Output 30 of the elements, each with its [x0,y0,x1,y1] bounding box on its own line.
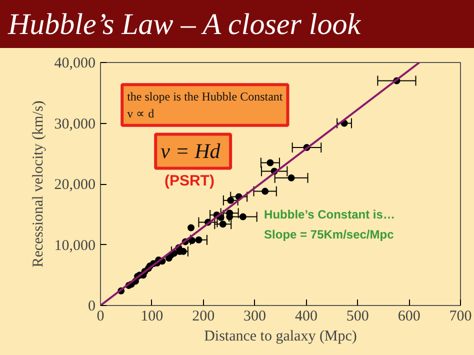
point [266,159,274,166]
point [188,237,196,244]
x-tick-label: 500 [346,308,369,324]
x-axis-title: Distance to galaxy (Mpc) [204,328,357,344]
y-axis-title: Recessional velocity (km/s) [30,100,46,268]
x-tick-label: 700 [449,308,472,324]
point [165,254,172,262]
point [239,213,246,220]
point [219,220,226,228]
annotation: (PSRT) [164,172,214,190]
point [262,188,269,195]
point [227,196,234,204]
y-tick-label: 30,000 [54,116,96,132]
y-tick-label: 0 [88,298,96,314]
point [288,174,295,182]
y-tick-label: 40,000 [54,56,96,72]
x-tick-label: 300 [244,308,266,324]
x-tick-label: 400 [294,308,318,324]
annotation: v = Hd [160,139,221,164]
chart-title: Hubble’s Law – A closer look [8,7,361,43]
y-tick-label: 10,000 [54,238,96,254]
annotation: Slope = 75Km/sec/Mpc [264,227,394,242]
point [195,236,202,244]
annotation: the slope is the Hubble Constant v ∝ d [127,90,284,120]
x-tick-label: 100 [140,308,164,324]
point [188,224,195,232]
x-tick-label: 200 [192,308,215,324]
annotation: Hubble’s Constant is… [264,207,395,222]
y-tick-label: 20,000 [54,177,96,193]
x-tick-label: 600 [398,308,420,324]
